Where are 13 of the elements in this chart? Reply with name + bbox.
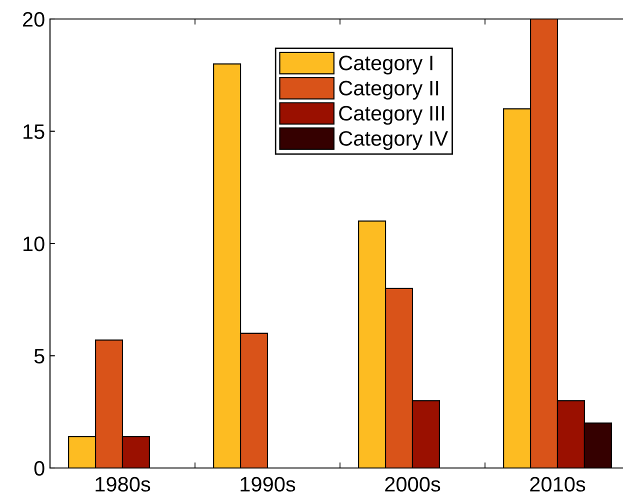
x-tick-label: 2010s [530, 476, 586, 492]
y-tick-label: 20 [23, 12, 44, 27]
y-tick-label: 5 [34, 348, 44, 364]
y-tick-label: 15 [24, 124, 44, 140]
legend-label: Category III [339, 106, 444, 125]
legend-label: Category I [339, 56, 432, 74]
legend-label: Category IV [339, 131, 448, 150]
x-tick-label: 1980s [96, 476, 150, 492]
y-tick-label: 0 [34, 461, 44, 476]
legend-label: Category II [339, 80, 438, 100]
y-tick-label: 10 [24, 236, 44, 252]
x-tick-label: 1990s [240, 476, 296, 492]
x-tick-label: 2000s [385, 476, 440, 492]
